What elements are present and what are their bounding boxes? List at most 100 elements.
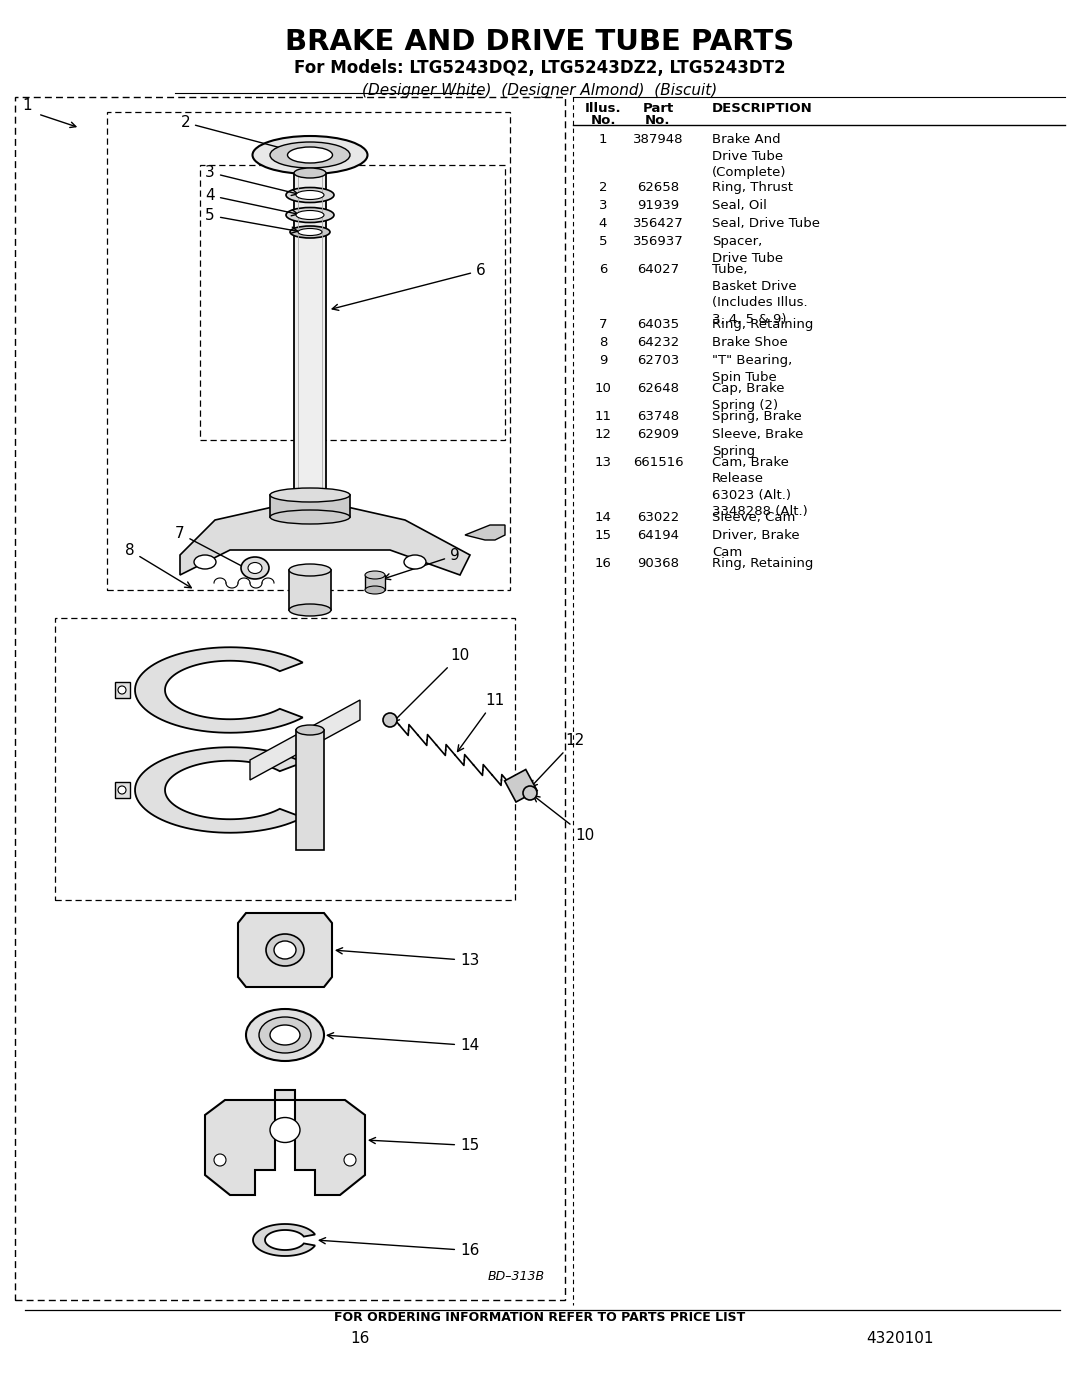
Text: Part: Part — [643, 102, 674, 115]
Text: 7: 7 — [175, 527, 252, 571]
Ellipse shape — [289, 604, 330, 616]
Text: 3: 3 — [205, 165, 298, 196]
Text: Ring, Retaining: Ring, Retaining — [712, 319, 813, 331]
Ellipse shape — [248, 563, 262, 574]
Ellipse shape — [298, 229, 322, 236]
Polygon shape — [249, 700, 360, 780]
Text: 9: 9 — [598, 353, 607, 367]
Ellipse shape — [214, 1154, 226, 1166]
Text: Brake Shoe: Brake Shoe — [712, 337, 787, 349]
Text: 10: 10 — [595, 381, 611, 395]
Text: 11: 11 — [594, 409, 611, 423]
Bar — [504, 770, 537, 802]
Text: FOR ORDERING INFORMATION REFER TO PARTS PRICE LIST: FOR ORDERING INFORMATION REFER TO PARTS … — [335, 1310, 745, 1324]
Ellipse shape — [286, 208, 334, 222]
Ellipse shape — [286, 187, 334, 203]
Ellipse shape — [194, 555, 216, 569]
Bar — [55, 617, 515, 900]
Text: 64232: 64232 — [637, 337, 679, 349]
Text: BRAKE AND DRIVE TUBE PARTS: BRAKE AND DRIVE TUBE PARTS — [285, 28, 795, 56]
Text: 62909: 62909 — [637, 427, 679, 441]
Text: Ring, Retaining: Ring, Retaining — [712, 557, 813, 570]
Text: No.: No. — [645, 115, 671, 127]
Text: 4: 4 — [598, 217, 607, 231]
Polygon shape — [135, 747, 302, 833]
Text: 16: 16 — [320, 1238, 480, 1259]
Text: 15: 15 — [369, 1137, 480, 1153]
Polygon shape — [180, 502, 470, 576]
Text: Seal, Drive Tube: Seal, Drive Tube — [712, 217, 820, 231]
Text: Spring, Brake: Spring, Brake — [712, 409, 801, 423]
Text: 356937: 356937 — [633, 235, 684, 249]
Text: Spacer,
Drive Tube: Spacer, Drive Tube — [712, 235, 783, 264]
Text: (Designer White)  (Designer Almond)  (Biscuit): (Designer White) (Designer Almond) (Bisc… — [363, 82, 717, 98]
Text: 9: 9 — [384, 548, 460, 580]
Bar — [270, 495, 350, 517]
Ellipse shape — [270, 1025, 300, 1045]
Text: 90368: 90368 — [637, 557, 679, 570]
Text: Ring, Thrust: Ring, Thrust — [712, 182, 793, 194]
Ellipse shape — [118, 787, 126, 793]
Ellipse shape — [259, 1017, 311, 1053]
Ellipse shape — [241, 557, 269, 578]
Polygon shape — [253, 1224, 315, 1256]
Ellipse shape — [296, 190, 324, 200]
Ellipse shape — [345, 1154, 356, 1166]
Text: Seal, Oil: Seal, Oil — [712, 198, 767, 212]
Text: 661516: 661516 — [633, 455, 684, 469]
Polygon shape — [465, 525, 505, 541]
Bar — [296, 731, 324, 849]
Text: 12: 12 — [531, 733, 584, 787]
Text: Tube,
Basket Drive
(Includes Illus.
3, 4, 5 & 9): Tube, Basket Drive (Includes Illus. 3, 4… — [712, 263, 808, 326]
Polygon shape — [114, 682, 130, 698]
Text: BD–313B: BD–313B — [488, 1270, 545, 1282]
Ellipse shape — [296, 211, 324, 219]
Text: 2: 2 — [598, 182, 607, 194]
Ellipse shape — [294, 168, 326, 177]
Ellipse shape — [523, 787, 537, 800]
Ellipse shape — [404, 555, 426, 569]
Text: 64027: 64027 — [637, 263, 679, 277]
Bar — [15, 96, 565, 1301]
Text: 11: 11 — [458, 693, 504, 752]
Text: Driver, Brake
Cam: Driver, Brake Cam — [712, 529, 799, 559]
Text: 6: 6 — [333, 263, 486, 310]
Text: 63748: 63748 — [637, 409, 679, 423]
Text: 14: 14 — [327, 1032, 480, 1053]
Text: 13: 13 — [594, 455, 611, 469]
Ellipse shape — [383, 712, 397, 726]
Text: 2: 2 — [180, 115, 296, 154]
Text: 64035: 64035 — [637, 319, 679, 331]
Text: Cap, Brake
Spring (2): Cap, Brake Spring (2) — [712, 381, 784, 412]
Text: 13: 13 — [336, 947, 480, 968]
Text: 62658: 62658 — [637, 182, 679, 194]
Ellipse shape — [289, 564, 330, 576]
Text: 12: 12 — [594, 427, 611, 441]
Text: 5: 5 — [205, 208, 298, 233]
Text: 356427: 356427 — [633, 217, 684, 231]
Text: 5: 5 — [598, 235, 607, 249]
Text: Illus.: Illus. — [584, 102, 621, 115]
Text: 1: 1 — [598, 133, 607, 147]
Bar — [200, 165, 505, 440]
Text: 6: 6 — [598, 263, 607, 277]
Text: For Models: LTG5243DQ2, LTG5243DZ2, LTG5243DT2: For Models: LTG5243DQ2, LTG5243DZ2, LTG5… — [294, 59, 786, 77]
Text: 62648: 62648 — [637, 381, 679, 395]
Ellipse shape — [365, 585, 384, 594]
Text: 3: 3 — [598, 198, 607, 212]
Bar — [289, 570, 330, 610]
Ellipse shape — [266, 935, 303, 965]
Text: 387948: 387948 — [633, 133, 684, 147]
Bar — [365, 576, 384, 590]
Ellipse shape — [118, 686, 126, 694]
Text: Sleeve, Brake
Spring: Sleeve, Brake Spring — [712, 427, 804, 457]
Text: 16: 16 — [595, 557, 611, 570]
Ellipse shape — [287, 147, 333, 163]
Ellipse shape — [253, 136, 367, 175]
Text: 7: 7 — [598, 319, 607, 331]
Ellipse shape — [274, 942, 296, 958]
Polygon shape — [205, 1090, 365, 1194]
Text: 15: 15 — [594, 529, 611, 542]
Polygon shape — [238, 914, 332, 988]
Text: 10: 10 — [393, 648, 469, 722]
